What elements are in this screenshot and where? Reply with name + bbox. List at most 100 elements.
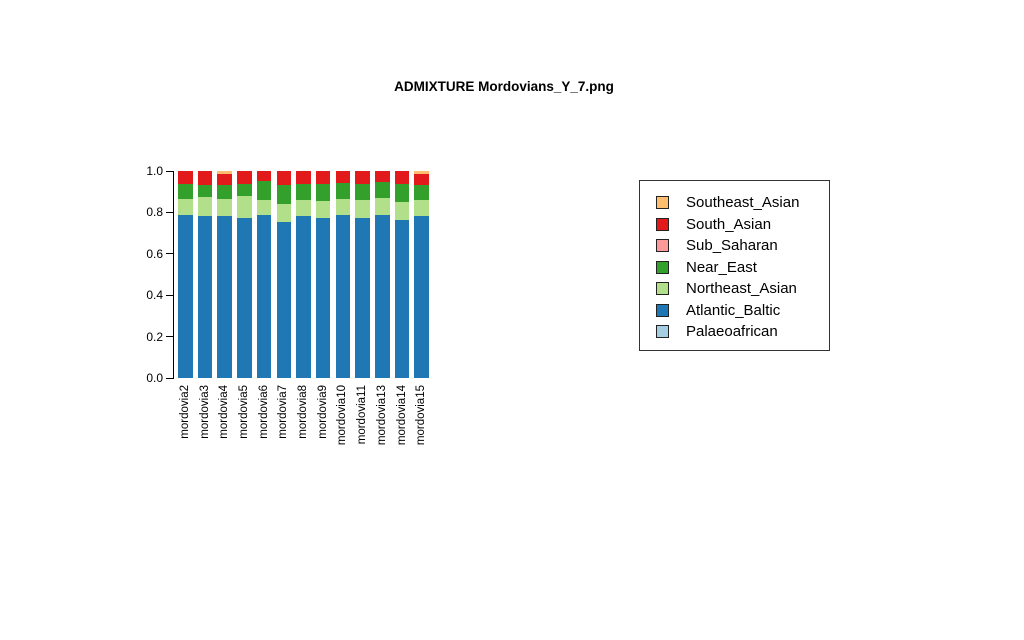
legend-color-swatch: [656, 260, 669, 274]
bar-stack: [315, 171, 331, 378]
bar-segment-northeast_asian: [178, 198, 193, 215]
bar-segment-northeast_asian: [355, 199, 370, 218]
bar-segment-near_east: [335, 183, 351, 199]
bar-segment-near_east: [217, 184, 232, 199]
bar-segment-south_asian: [197, 171, 213, 186]
legend-label: Southeast_Asian: [686, 194, 800, 212]
bar-segment-south_asian: [217, 173, 232, 185]
bar-segment-near_east: [296, 184, 311, 200]
bar-segment-atlantic_baltic: [178, 214, 193, 378]
bar-stack: [217, 171, 232, 378]
x-axis-label: mordovia10: [336, 385, 349, 446]
y-axis-tick: [166, 211, 174, 213]
x-axis-label: mordovia13: [375, 385, 388, 446]
bar-stack: [414, 171, 429, 378]
x-axis-label: mordovia7: [277, 385, 290, 439]
bar-stack: [394, 171, 410, 378]
bar-segment-atlantic_baltic: [276, 222, 292, 378]
y-axis-tick: [166, 377, 174, 379]
bar-segment-northeast_asian: [414, 199, 429, 216]
bar-segment-northeast_asian: [315, 201, 331, 218]
legend-item: Near_East: [656, 257, 829, 279]
bar-segment-atlantic_baltic: [315, 218, 331, 378]
bar-segment-near_east: [394, 184, 410, 203]
legend-item: Atlantic_Baltic: [656, 300, 829, 322]
bar-segment-south_asian: [237, 171, 252, 185]
legend-label: Northeast_Asian: [686, 280, 797, 298]
legend-color-swatch: [656, 239, 669, 253]
legend-item: Sub_Saharan: [656, 235, 829, 257]
plot-area: 0.0 0.2 0.4 0.6 0.8 1.0 mordovia2 mordovia3 mord…: [146, 165, 430, 445]
bar-segment-northeast_asian: [256, 199, 272, 215]
y-axis-tick-label: 0.6: [146, 246, 163, 261]
legend-color-swatch: [656, 217, 669, 231]
bar-segment-south_asian: [276, 171, 292, 186]
legend-item: South_Asian: [656, 214, 829, 236]
y-axis-tick-label: 0.0: [146, 371, 163, 385]
legend-label: South_Asian: [686, 215, 772, 233]
legend-item: Southeast_Asian: [656, 192, 829, 214]
legend-label: Atlantic_Baltic: [686, 301, 781, 319]
bar-segment-atlantic_baltic: [335, 215, 351, 378]
bar-stack: [237, 171, 252, 378]
x-axis-label: mordovia14: [395, 385, 408, 446]
bar-segment-atlantic_baltic: [217, 215, 232, 378]
x-axis-label: mordovia9: [316, 385, 329, 439]
bar-segment-atlantic_baltic: [375, 214, 390, 378]
bar-segment-south_asian: [335, 171, 351, 184]
bar-segment-south_asian: [315, 171, 331, 185]
bar-segment-south_asian: [296, 171, 311, 185]
bar-segment-atlantic_baltic: [296, 216, 311, 378]
legend-color-swatch: [656, 325, 669, 339]
legend-item: Palaeoafrican: [656, 321, 829, 343]
bar-segment-near_east: [237, 184, 252, 197]
bar-segment-south_asian: [394, 171, 410, 185]
bar-segment-northeast_asian: [237, 196, 252, 218]
y-axis-tick: [166, 294, 174, 296]
bar-segment-atlantic_baltic: [414, 215, 429, 378]
bar-stack: [276, 171, 292, 378]
x-axis-label: mordovia2: [178, 385, 191, 439]
y-axis-tick: [166, 170, 174, 172]
legend: Southeast_Asian South_Asian Sub_Saharan Nea…: [639, 180, 830, 351]
legend-label: Sub_Saharan: [686, 237, 778, 255]
bar-segment-atlantic_baltic: [355, 218, 370, 378]
bar-stack: [375, 171, 390, 378]
bar-stack: [296, 171, 311, 378]
bar-segment-south_asian: [178, 171, 193, 185]
bar-segment-near_east: [355, 184, 370, 200]
chart-title: ADMIXTURE Mordovians_Y_7.png: [394, 79, 614, 94]
bar-segment-northeast_asian: [296, 199, 311, 217]
legend-color-swatch: [656, 282, 669, 296]
bar-segment-atlantic_baltic: [197, 216, 213, 378]
y-axis-tick: [166, 336, 174, 338]
bar-segment-northeast_asian: [375, 197, 390, 215]
x-axis-label: mordovia3: [198, 385, 211, 439]
bar-stack: [178, 171, 193, 378]
bar-segment-northeast_asian: [394, 202, 410, 220]
bar-segment-near_east: [315, 184, 331, 202]
bar-segment-southeast_asian: [414, 171, 429, 174]
bar-segment-northeast_asian: [276, 203, 292, 223]
bar-stack: [335, 171, 351, 378]
y-axis-tick-label: 1.0: [146, 164, 163, 178]
bar-stack: [197, 171, 213, 378]
x-axis-label: mordovia11: [356, 385, 369, 445]
legend-color-swatch: [656, 303, 669, 317]
bar-segment-near_east: [414, 184, 429, 200]
bar-segment-northeast_asian: [217, 198, 232, 216]
bar-segment-southeast_asian: [217, 171, 232, 174]
bar-segment-near_east: [197, 185, 213, 198]
legend-item: Northeast_Asian: [656, 278, 829, 300]
x-axis-label: mordovia6: [257, 385, 270, 439]
legend-label: Palaeoafrican: [686, 323, 778, 341]
x-axis-label: mordovia4: [218, 385, 231, 439]
y-axis-tick-label: 0.8: [146, 205, 163, 220]
bar-segment-northeast_asian: [197, 197, 213, 217]
bar-segment-south_asian: [375, 171, 390, 182]
bar-segment-south_asian: [355, 171, 370, 185]
y-axis-tick-label: 0.2: [146, 329, 163, 344]
bar-segment-near_east: [276, 185, 292, 204]
y-axis-tick-label: 0.4: [146, 288, 163, 303]
